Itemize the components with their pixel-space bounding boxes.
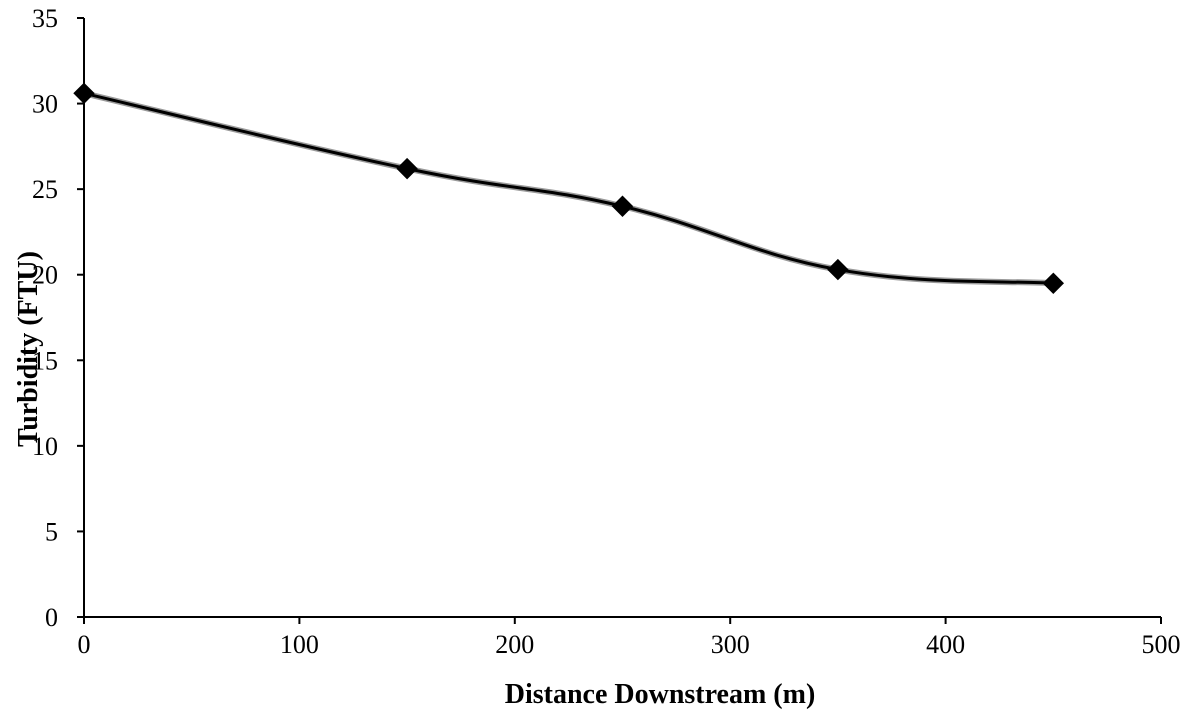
x-tick-label: 400 (926, 630, 965, 659)
y-tick-label: 10 (32, 432, 58, 461)
x-tick-label: 300 (711, 630, 750, 659)
y-tick-label: 0 (45, 603, 58, 632)
x-tick-label: 0 (78, 630, 91, 659)
y-axis-title: Turbidity (FTU) (13, 251, 44, 447)
y-tick-label: 25 (32, 175, 58, 204)
series-layer (73, 82, 1065, 294)
series-line-shadow (83, 90, 1054, 287)
y-axis-ticks: 0 5 10 15 20 25 30 35 (32, 4, 84, 632)
x-axis-ticks: 0 100 200 300 400 500 (78, 617, 1181, 659)
y-tick-label: 35 (32, 4, 58, 33)
x-tick-label: 200 (495, 630, 534, 659)
y-tick-label: 5 (45, 517, 58, 546)
y-tick-label: 15 (32, 346, 58, 375)
data-point-marker (73, 82, 95, 105)
data-point-marker (611, 195, 634, 217)
y-tick-label: 30 (32, 90, 58, 119)
series-line (83, 91, 1054, 285)
data-point-marker (1042, 272, 1065, 294)
y-tick-label: 20 (32, 261, 58, 290)
x-tick-label: 500 (1142, 630, 1181, 659)
data-point-marker (396, 157, 418, 180)
x-axis-title: Distance Downstream (m) (505, 679, 816, 710)
x-tick-label: 100 (280, 630, 319, 659)
data-point-marker (827, 258, 849, 281)
